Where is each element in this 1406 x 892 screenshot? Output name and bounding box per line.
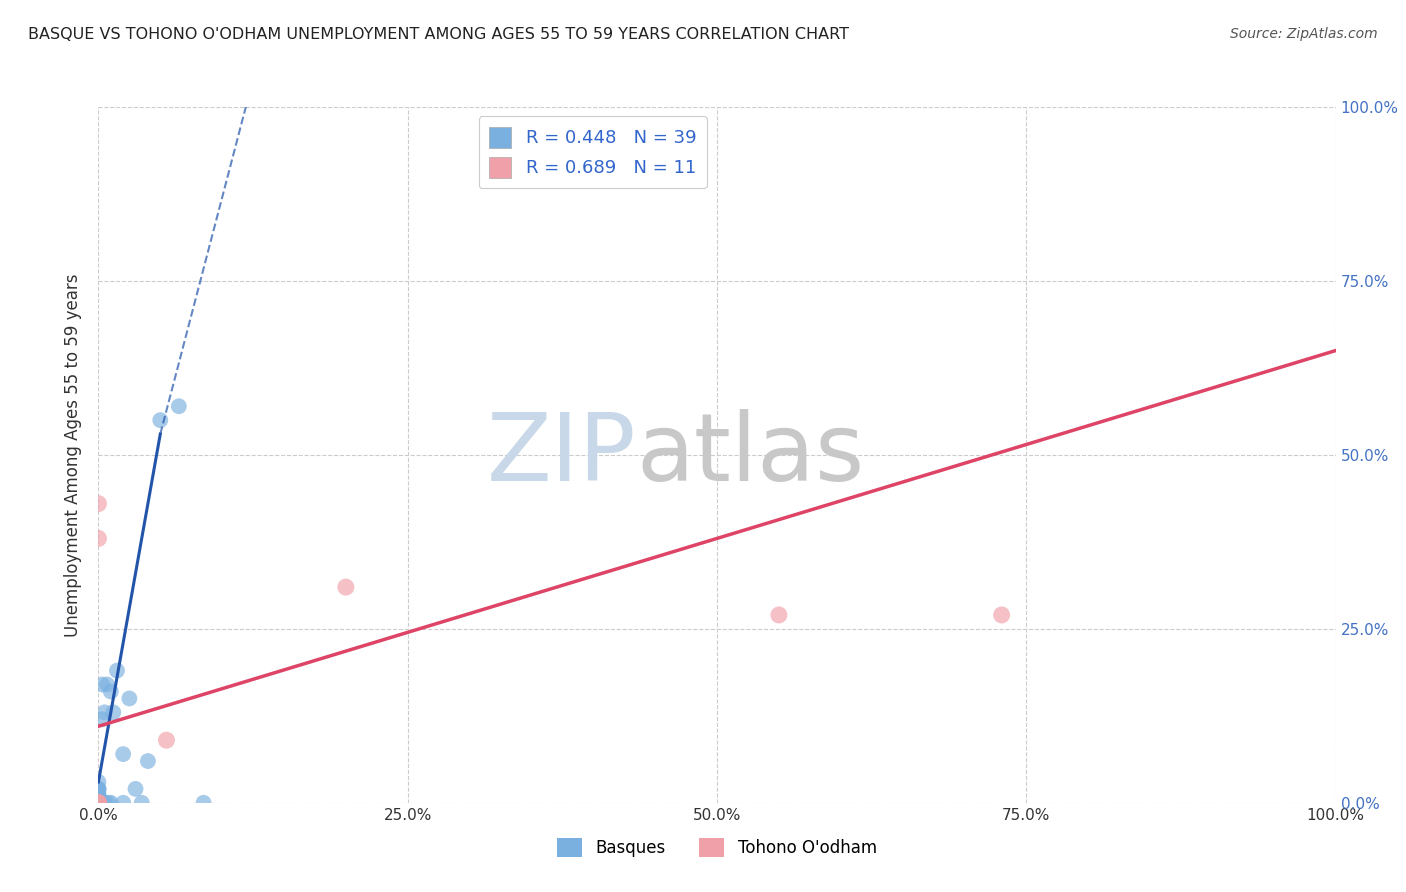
Point — [87, 796, 110, 810]
Point — [118, 691, 141, 706]
Point — [87, 781, 110, 796]
Point — [100, 796, 122, 810]
Point — [136, 754, 159, 768]
Point — [91, 677, 114, 691]
Point — [105, 664, 128, 678]
Point — [87, 789, 110, 803]
Point — [112, 796, 135, 810]
Point — [112, 747, 135, 761]
Point — [124, 781, 146, 796]
Point — [87, 789, 110, 803]
Point — [93, 796, 115, 810]
Point — [87, 796, 110, 810]
Point — [87, 796, 110, 810]
Point — [335, 580, 357, 594]
Point — [155, 733, 177, 747]
Point — [131, 796, 153, 810]
Point — [96, 677, 118, 691]
Point — [167, 399, 190, 413]
Point — [87, 781, 110, 796]
Text: atlas: atlas — [637, 409, 865, 501]
Text: ZIP: ZIP — [486, 409, 637, 501]
Point — [100, 684, 122, 698]
Point — [87, 792, 110, 806]
Point — [87, 796, 110, 810]
Point — [768, 607, 790, 622]
Point — [87, 796, 110, 810]
Point — [87, 781, 110, 796]
Point — [93, 706, 115, 720]
Point — [87, 796, 110, 810]
Point — [87, 796, 110, 810]
Point — [103, 706, 125, 720]
Point — [87, 789, 110, 803]
Text: BASQUE VS TOHONO O'ODHAM UNEMPLOYMENT AMONG AGES 55 TO 59 YEARS CORRELATION CHAR: BASQUE VS TOHONO O'ODHAM UNEMPLOYMENT AM… — [28, 27, 849, 42]
Point — [87, 796, 110, 810]
Point — [87, 796, 110, 810]
Point — [87, 785, 110, 799]
Point — [87, 796, 110, 810]
Point — [149, 413, 172, 427]
Point — [97, 796, 120, 810]
Point — [87, 796, 110, 810]
Point — [87, 796, 110, 810]
Point — [990, 607, 1012, 622]
Point — [87, 792, 110, 806]
Y-axis label: Unemployment Among Ages 55 to 59 years: Unemployment Among Ages 55 to 59 years — [65, 273, 83, 637]
Point — [87, 532, 110, 546]
Point — [193, 796, 215, 810]
Point — [87, 796, 110, 810]
Text: Source: ZipAtlas.com: Source: ZipAtlas.com — [1230, 27, 1378, 41]
Point — [87, 796, 110, 810]
Point — [87, 775, 110, 789]
Point — [87, 497, 110, 511]
Point — [87, 796, 110, 810]
Legend: Basques, Tohono O'odham: Basques, Tohono O'odham — [551, 831, 883, 864]
Point — [91, 712, 114, 726]
